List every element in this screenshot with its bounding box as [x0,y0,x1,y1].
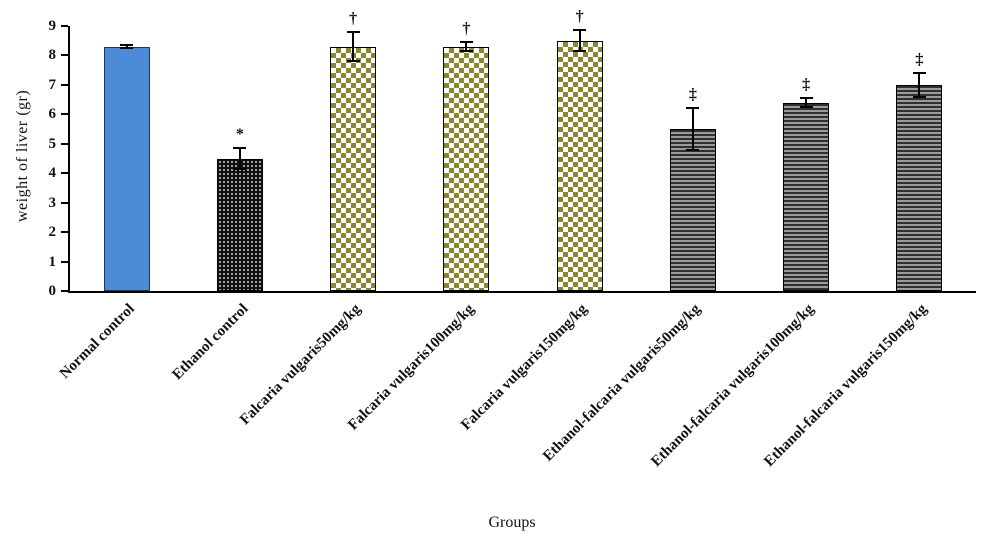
y-tick [61,290,68,292]
error-bar [918,73,921,97]
plot-area: 0 1 2 3 4 5 6 7 8 9 Normal control * Ethanol control… [49,8,976,470]
error-bar [805,98,808,107]
bar [103,46,150,291]
y-tick [61,54,68,57]
x-axis-title: Groups [488,514,536,531]
error-bar [578,30,581,52]
error-bar [238,148,241,169]
error-bar-cap [573,29,587,32]
error-bar-cap [912,72,926,75]
bar [896,84,943,291]
significance-marker: † [575,8,584,26]
significance-marker: † [462,20,471,38]
error-bar-cap [799,97,813,100]
x-tick-label-text: Normal control [57,301,138,382]
bar [216,158,263,291]
y-tick-label: 2 [48,224,57,241]
y-tick-label: 6 [48,106,57,123]
significance-marker: † [349,9,358,27]
error-bar-cap [346,60,360,63]
error-bar [125,45,128,49]
error-bar-cap [120,44,134,47]
y-tick-label: 4 [48,165,57,182]
y-tick-label: 8 [48,47,57,64]
error-bar [691,108,694,150]
bar [783,102,830,291]
y-tick [61,113,68,116]
y-tick-label: 0 [48,283,57,299]
x-tick-label-text: Falcaria vulgaris150mg/kg [458,301,591,434]
y-tick-label: 9 [48,18,57,34]
significance-marker: ‡ [802,76,811,94]
x-tick-label-text: Ethanol control [169,301,252,384]
error-bar-cap [346,30,360,33]
y-tick-label: 7 [48,76,57,93]
error-bar-cap [799,105,813,108]
y-tick-label: 5 [48,135,57,152]
y-tick [61,83,68,86]
bar [556,40,603,291]
y-tick [61,25,68,27]
error-bar-cap [573,50,587,53]
error-bar-cap [233,167,247,170]
error-bar [465,42,468,52]
y-tick [61,231,68,234]
error-bar-cap [233,147,247,150]
error-bar-cap [686,107,700,110]
error-bar-cap [459,50,473,53]
bar [330,46,377,291]
y-tick-label: 1 [48,253,57,270]
significance-marker: * [235,126,244,144]
bar [669,129,716,291]
error-bar-cap [120,47,134,50]
y-tick [61,260,68,263]
y-tick [61,172,68,175]
error-bar [352,31,355,62]
bar [443,46,490,291]
y-tick [61,201,68,204]
y-tick [61,142,68,145]
y-tick-label: 3 [48,194,57,211]
error-bar-cap [459,41,473,44]
significance-marker: ‡ [688,86,697,104]
error-bar-cap [912,95,926,98]
x-tick-label-text: Falcaria vulgaris50mg/kg [237,301,365,429]
error-bar-cap [686,148,700,151]
x-tick-label-text: Falcaria vulgaris100mg/kg [345,301,478,434]
significance-marker: ‡ [915,51,924,69]
